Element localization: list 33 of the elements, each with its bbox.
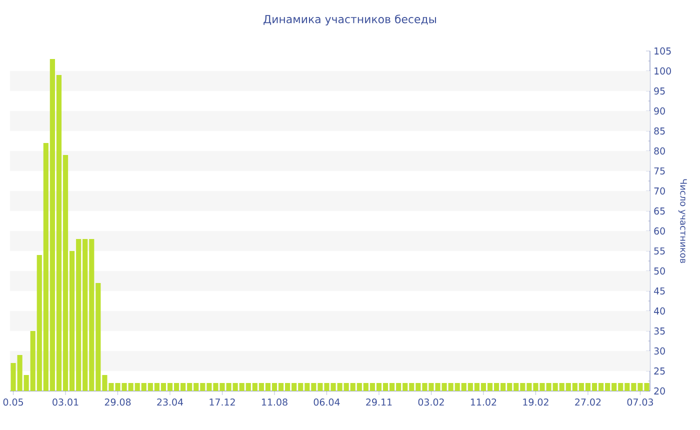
x-tick-label: 19.02: [523, 398, 548, 406]
y-tick-label: 25: [654, 367, 665, 375]
x-tick-label: 11.08: [262, 398, 288, 406]
x-tick-label: 27.02: [575, 398, 601, 406]
chart-title: Динамика участников беседы: [264, 14, 436, 26]
y-tick-label: 50: [654, 267, 665, 275]
x-tick-label: 0.05: [3, 398, 23, 406]
y-tick-label: 105: [654, 47, 671, 55]
x-tick-label: 03.02: [418, 398, 444, 406]
y-tick-label: 60: [654, 227, 665, 235]
y-tick-label: 45: [654, 287, 665, 295]
x-tick-label: 07.03: [627, 398, 653, 406]
x-tick-label: 03.01: [52, 398, 78, 406]
y-tick-label: 95: [654, 87, 665, 95]
y-tick-label: 65: [654, 207, 665, 215]
y-tick-label: 30: [654, 347, 665, 355]
y-tick-label: 70: [654, 187, 665, 195]
x-tick-label: 23.04: [157, 398, 184, 406]
y-tick-label: 35: [654, 327, 665, 335]
x-tick-label: 29.08: [104, 398, 131, 406]
x-tick-label: 17.12: [210, 398, 235, 406]
y-tick-label: 80: [654, 147, 665, 155]
y-tick-label: 55: [654, 247, 665, 255]
x-tick-label: 29.11: [366, 398, 392, 406]
y-tick-label: 40: [654, 307, 665, 315]
x-tick-label: 06.04: [314, 398, 340, 406]
y-tick-label: 20: [654, 387, 665, 395]
y-tick-label: 85: [654, 127, 665, 135]
y-tick-label: 75: [654, 167, 665, 175]
x-tick-label: 11.02: [470, 398, 496, 406]
y-tick-label: 90: [654, 107, 665, 115]
y-axis-title: Число участников: [678, 179, 687, 264]
y-tick-label: 100: [654, 67, 671, 75]
